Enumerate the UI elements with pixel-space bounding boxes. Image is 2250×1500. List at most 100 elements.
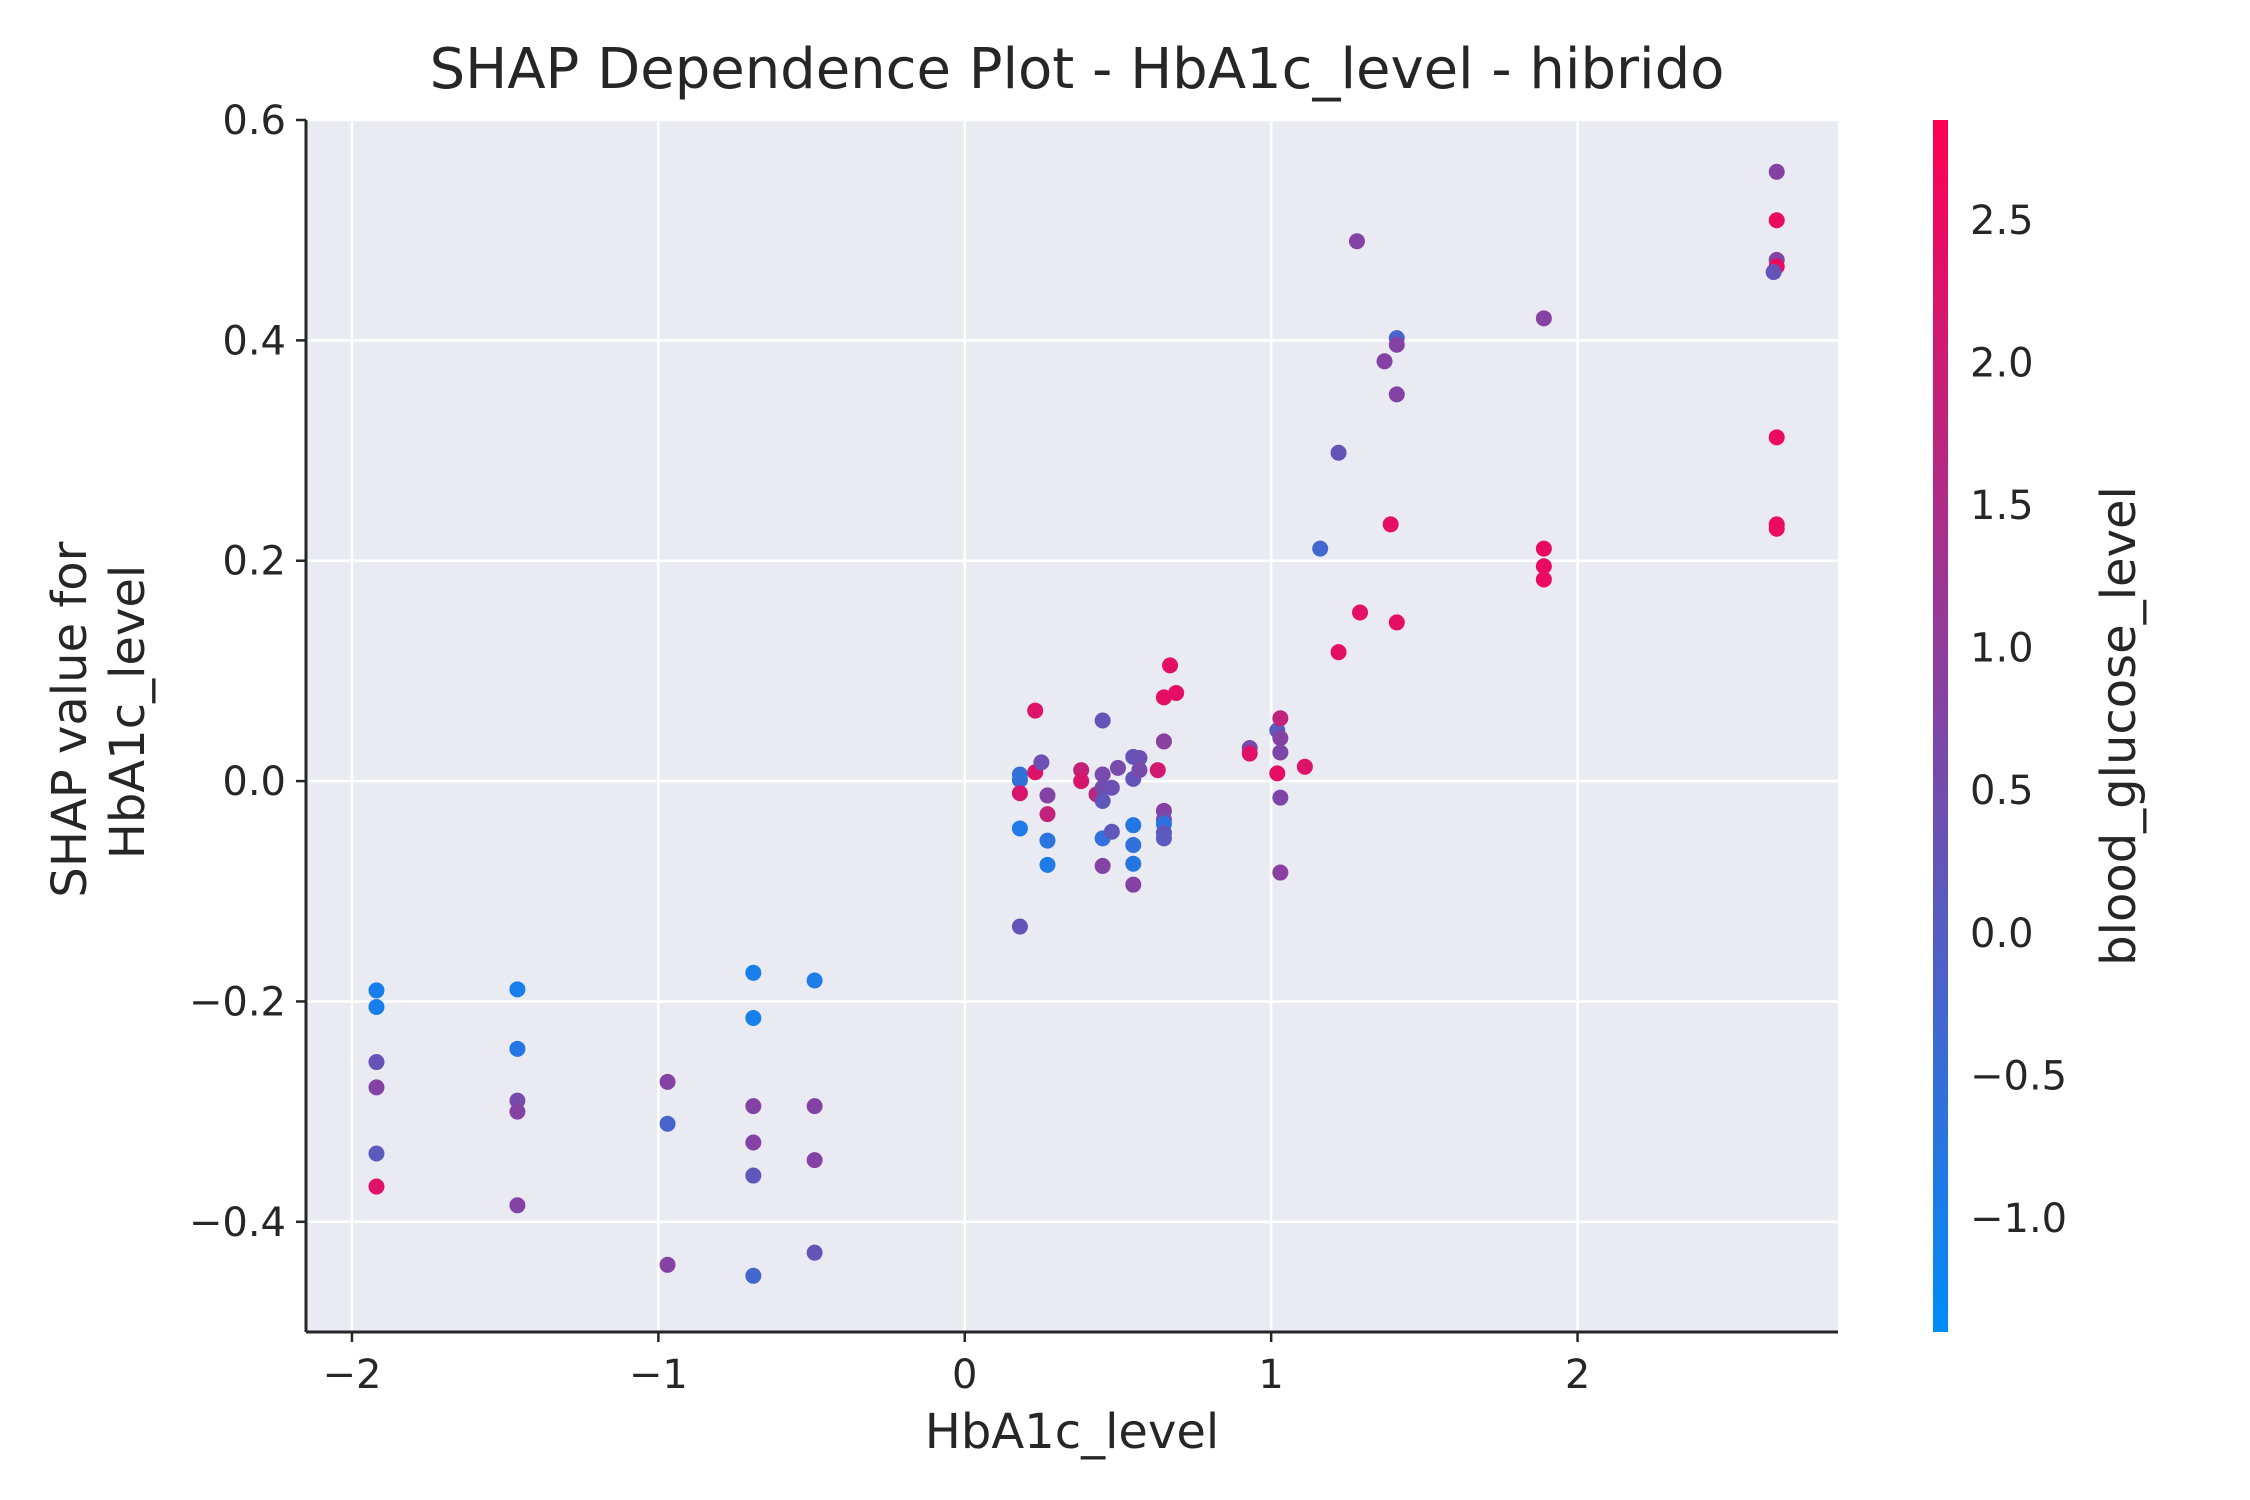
scatter-point bbox=[1125, 876, 1142, 893]
scatter-point bbox=[1103, 823, 1120, 840]
scatter-point bbox=[368, 1145, 385, 1162]
scatter-point bbox=[806, 1244, 823, 1261]
scatter-point bbox=[1149, 762, 1166, 779]
scatter-point bbox=[745, 1267, 762, 1284]
x-tick-label: 0 bbox=[952, 1352, 977, 1398]
y-tick-labels: −0.4 −0.2 0.0 0.2 0.4 0.6 bbox=[189, 98, 306, 1246]
colorbar-tick-label: 0.0 bbox=[1970, 911, 2034, 957]
y-tick-label: 0.6 bbox=[222, 98, 286, 144]
scatter-point bbox=[509, 981, 526, 998]
scatter-point bbox=[368, 1079, 385, 1096]
scatter-point bbox=[1039, 856, 1056, 873]
x-tick-label: 2 bbox=[1565, 1352, 1590, 1398]
scatter-point bbox=[368, 998, 385, 1015]
scatter-point bbox=[745, 964, 762, 981]
scatter-point bbox=[806, 1152, 823, 1169]
y-tick-label: 0.4 bbox=[222, 318, 286, 364]
scatter-point bbox=[745, 1098, 762, 1115]
x-tick-label: −1 bbox=[629, 1352, 688, 1398]
scatter-point bbox=[1768, 163, 1785, 180]
scatter-point bbox=[1125, 836, 1142, 853]
scatter-point bbox=[1296, 758, 1313, 775]
scatter-point bbox=[806, 1098, 823, 1115]
scatter-point bbox=[1094, 766, 1111, 783]
scatter-point bbox=[1768, 429, 1785, 446]
scatter-point bbox=[1272, 730, 1289, 747]
scatter-point bbox=[806, 972, 823, 989]
scatter-point bbox=[368, 1178, 385, 1195]
scatter-point bbox=[659, 1073, 676, 1090]
scatter-point bbox=[1330, 444, 1347, 461]
plot-area bbox=[306, 120, 1838, 1332]
scatter-point bbox=[1768, 520, 1785, 537]
y-tick-label: 0.2 bbox=[222, 539, 286, 585]
scatter-points bbox=[368, 163, 1785, 1284]
x-axis-label: HbA1c_level bbox=[925, 1404, 1219, 1460]
scatter-point bbox=[1162, 657, 1179, 674]
colorbar-tick-labels: −1.0 −0.5 0.0 0.5 1.0 1.5 2.0 2.5 bbox=[1970, 198, 2067, 1242]
scatter-point bbox=[509, 1092, 526, 1109]
scatter-point bbox=[1535, 571, 1552, 588]
scatter-point bbox=[1131, 762, 1148, 779]
scatter-point bbox=[1131, 749, 1148, 766]
scatter-point bbox=[745, 1167, 762, 1184]
scatter-point bbox=[1269, 765, 1286, 782]
scatter-point bbox=[1155, 733, 1172, 750]
scatter-point bbox=[1094, 792, 1111, 809]
scatter-point bbox=[745, 1009, 762, 1026]
scatter-point bbox=[1125, 817, 1142, 834]
scatter-point bbox=[1388, 336, 1405, 353]
colorbar-tick-label: 0.5 bbox=[1970, 768, 2034, 814]
scatter-point bbox=[509, 1103, 526, 1120]
scatter-point bbox=[1330, 644, 1347, 661]
scatter-point bbox=[509, 1197, 526, 1214]
scatter-point bbox=[1535, 540, 1552, 557]
scatter-point bbox=[1039, 832, 1056, 849]
chart-title: SHAP Dependence Plot - HbA1c_level - hib… bbox=[430, 37, 1725, 102]
scatter-point bbox=[1103, 779, 1120, 796]
scatter-point bbox=[1027, 702, 1044, 719]
scatter-point bbox=[1388, 614, 1405, 631]
scatter-point bbox=[1535, 558, 1552, 575]
scatter-point bbox=[1073, 762, 1090, 779]
y-axis-label-line-2: HbA1c_level bbox=[100, 565, 156, 859]
scatter-point bbox=[368, 982, 385, 999]
scatter-point bbox=[659, 1256, 676, 1273]
scatter-point bbox=[1765, 264, 1782, 281]
scatter-point bbox=[1768, 212, 1785, 229]
scatter-point bbox=[745, 1134, 762, 1151]
scatter-point bbox=[1155, 830, 1172, 847]
scatter-point bbox=[1352, 604, 1369, 621]
grid-lines bbox=[306, 118, 1838, 1332]
scatter-point bbox=[1272, 710, 1289, 727]
scatter-point bbox=[1272, 789, 1289, 806]
colorbar-tick-label: −0.5 bbox=[1970, 1053, 2067, 1099]
colorbar-tick-label: 1.0 bbox=[1970, 626, 2034, 672]
x-tick-label: 1 bbox=[1258, 1352, 1283, 1398]
scatter-point bbox=[1388, 386, 1405, 403]
scatter-point bbox=[1109, 759, 1126, 776]
scatter-point bbox=[368, 1054, 385, 1071]
scatter-point bbox=[1272, 744, 1289, 761]
scatter-point bbox=[1039, 806, 1056, 823]
scatter-point bbox=[1535, 310, 1552, 327]
scatter-point bbox=[1382, 516, 1399, 533]
scatter-point bbox=[1168, 684, 1185, 701]
scatter-point bbox=[1033, 754, 1050, 771]
y-tick-label: −0.2 bbox=[189, 979, 286, 1025]
scatter-point bbox=[659, 1115, 676, 1132]
colorbar-label: blood_glucose_level bbox=[2091, 486, 2147, 966]
y-axis-label-line-1: SHAP value for bbox=[42, 541, 98, 897]
colorbar-tick-label: 1.5 bbox=[1970, 483, 2034, 529]
scatter-point bbox=[1073, 773, 1090, 790]
scatter-point bbox=[1241, 745, 1258, 762]
scatter-point bbox=[1272, 864, 1289, 881]
scatter-point bbox=[1155, 689, 1172, 706]
scatter-point bbox=[1376, 353, 1393, 370]
scatter-point bbox=[1011, 918, 1028, 935]
y-tick-label: −0.4 bbox=[189, 1200, 286, 1246]
x-tick-label: −2 bbox=[322, 1352, 381, 1398]
scatter-point bbox=[1094, 857, 1111, 874]
colorbar-tick-label: 2.0 bbox=[1970, 340, 2034, 386]
